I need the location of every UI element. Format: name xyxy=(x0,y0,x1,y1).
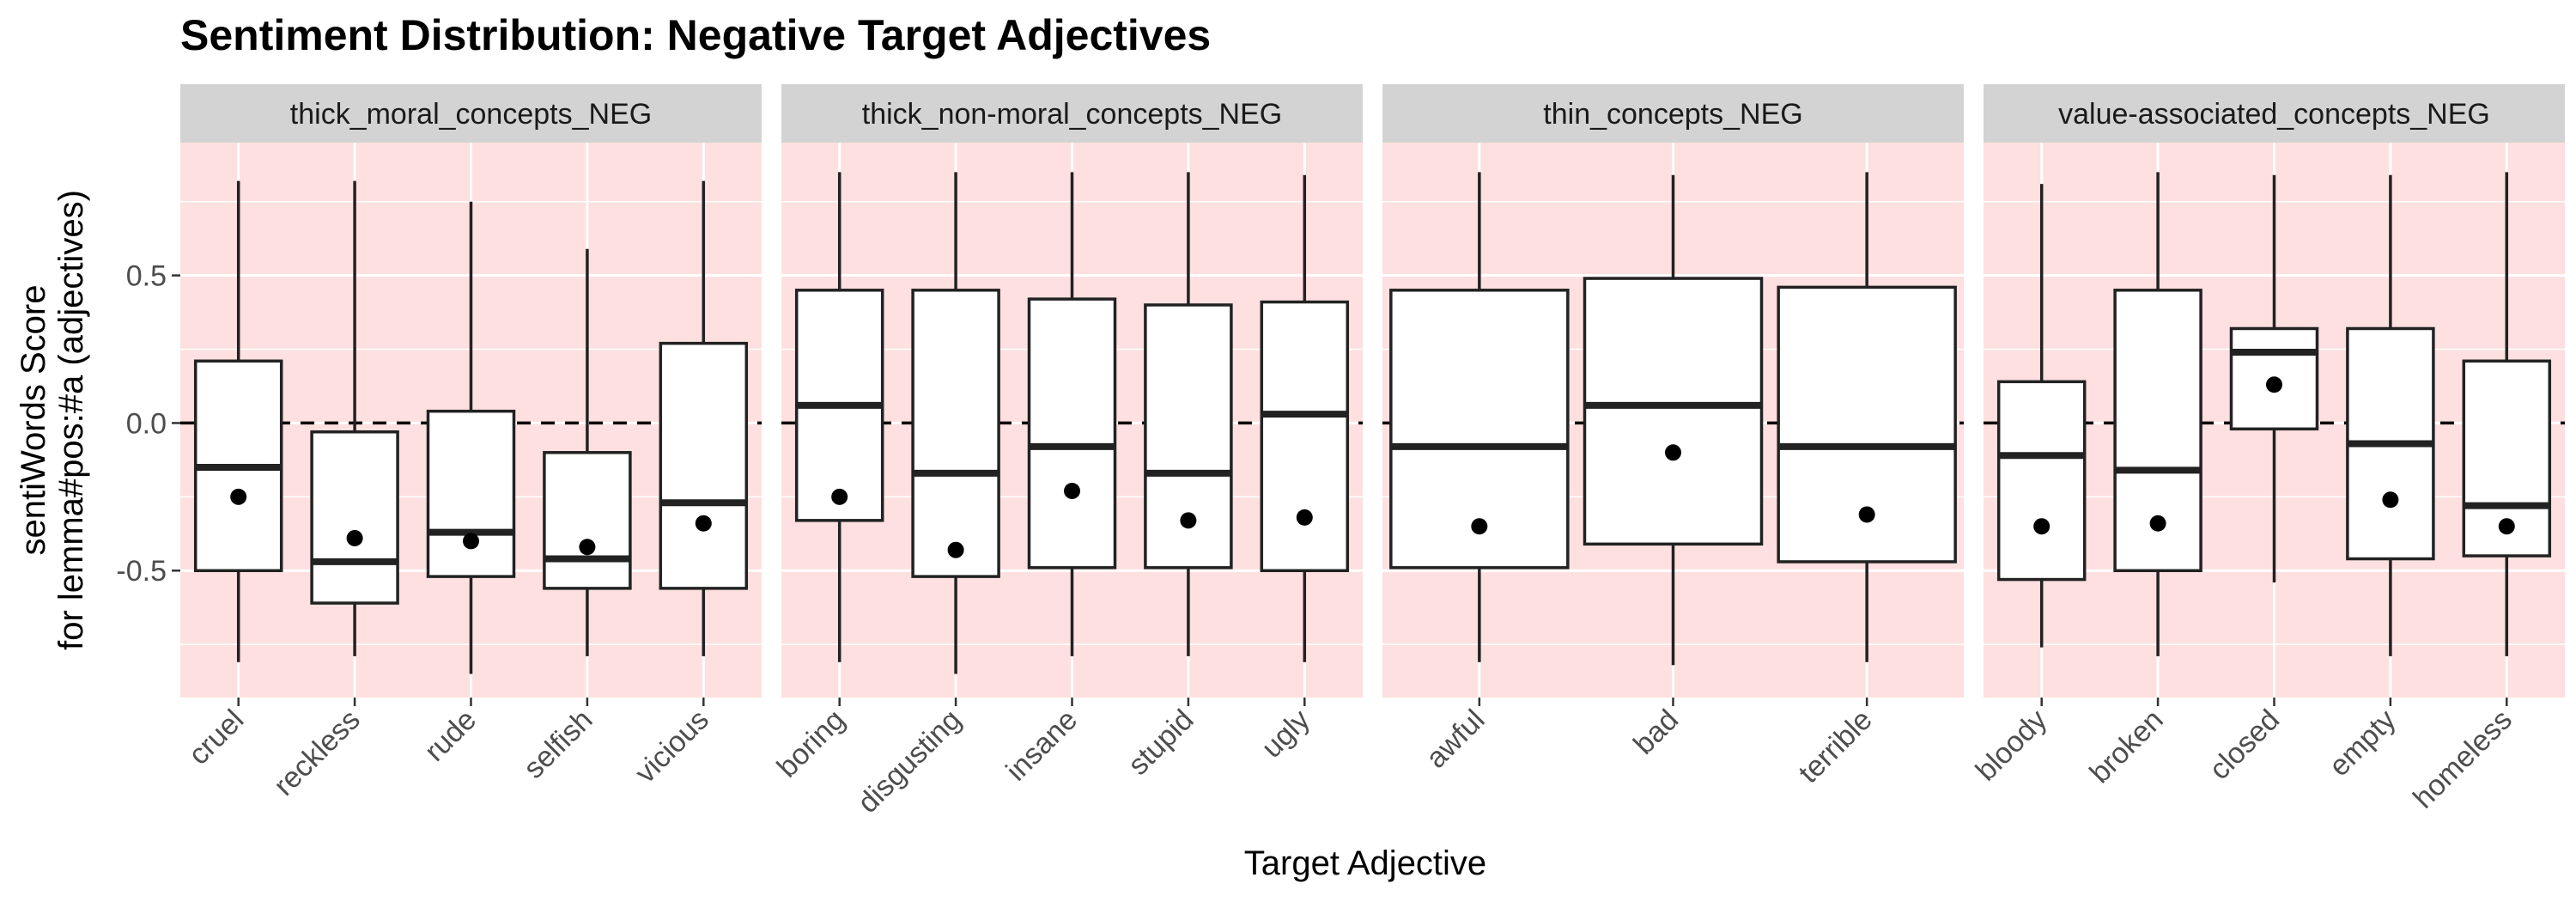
iqr-box xyxy=(426,409,516,578)
mean-point xyxy=(346,529,363,546)
y-tick-label: -0.5 xyxy=(116,555,167,588)
mean-point xyxy=(1296,509,1313,526)
iqr-box xyxy=(911,289,1000,578)
box-homeless xyxy=(2462,172,2552,656)
iqr-box xyxy=(1260,300,1350,572)
box-cruel xyxy=(193,180,283,662)
y-axis: 0.5 0.0 -0.5 xyxy=(116,260,180,588)
mean-point xyxy=(831,488,848,505)
y-axis-title-line-2: for lemma#pos:#a (adjectives) xyxy=(52,190,90,650)
box-stupid xyxy=(1144,172,1233,656)
box-reckless xyxy=(310,180,399,656)
mean-point xyxy=(463,533,479,550)
mean-point xyxy=(695,515,712,532)
box-awful xyxy=(1389,172,1570,662)
box-disgusting xyxy=(911,172,1000,674)
box-terrible xyxy=(1777,172,1957,662)
mean-point xyxy=(2382,491,2399,509)
mean-point xyxy=(2498,518,2515,535)
box-bloody xyxy=(1996,184,2087,648)
iqr-box xyxy=(1583,277,1764,546)
mean-point xyxy=(2033,518,2050,535)
mean-point xyxy=(1064,482,1080,499)
box-empty xyxy=(2346,174,2435,656)
iqr-box xyxy=(310,430,399,605)
facet-strip-label: thin_concepts_NEG xyxy=(1543,98,1802,131)
box-rude xyxy=(426,201,516,674)
mean-point xyxy=(947,541,964,558)
box-bad xyxy=(1583,174,1764,666)
box-vicious xyxy=(659,180,749,656)
mean-point xyxy=(1471,518,1488,535)
facet-strip xyxy=(180,84,762,143)
box-insane xyxy=(1027,172,1117,656)
mean-point xyxy=(1858,506,1875,523)
box-ugly xyxy=(1260,174,1350,662)
iqr-box xyxy=(1996,380,2087,582)
iqr-box xyxy=(659,341,749,590)
y-axis-title-line-1: sentiWords Score xyxy=(15,285,52,556)
chart-title: Sentiment Distribution: Negative Target … xyxy=(180,11,1211,59)
iqr-box xyxy=(1027,297,1117,570)
iqr-box xyxy=(543,451,632,590)
facet-strip-label: thick_moral_concepts_NEG xyxy=(290,98,652,131)
box-boring xyxy=(794,172,884,662)
y-tick-label: 0.5 xyxy=(126,260,167,293)
facet-strip xyxy=(781,84,1363,143)
facet-strip-label: value-associated_concepts_NEG xyxy=(2058,98,2490,131)
mean-point xyxy=(1665,444,1681,461)
box-broken xyxy=(2113,172,2202,656)
facet-strip-label: thick_non-moral_concepts_NEG xyxy=(862,98,1282,131)
box-closed xyxy=(2229,174,2319,582)
mean-point xyxy=(1180,512,1197,529)
facet-strip xyxy=(1984,84,2565,143)
box-selfish xyxy=(543,248,632,656)
mean-point xyxy=(579,539,596,556)
mean-point xyxy=(2266,376,2282,393)
mean-point xyxy=(2149,515,2166,532)
facet-strip xyxy=(1382,84,1964,143)
x-axis-title: Target Adjective xyxy=(1244,844,1486,882)
y-tick-label: 0.0 xyxy=(126,407,167,440)
mean-point xyxy=(230,488,247,505)
